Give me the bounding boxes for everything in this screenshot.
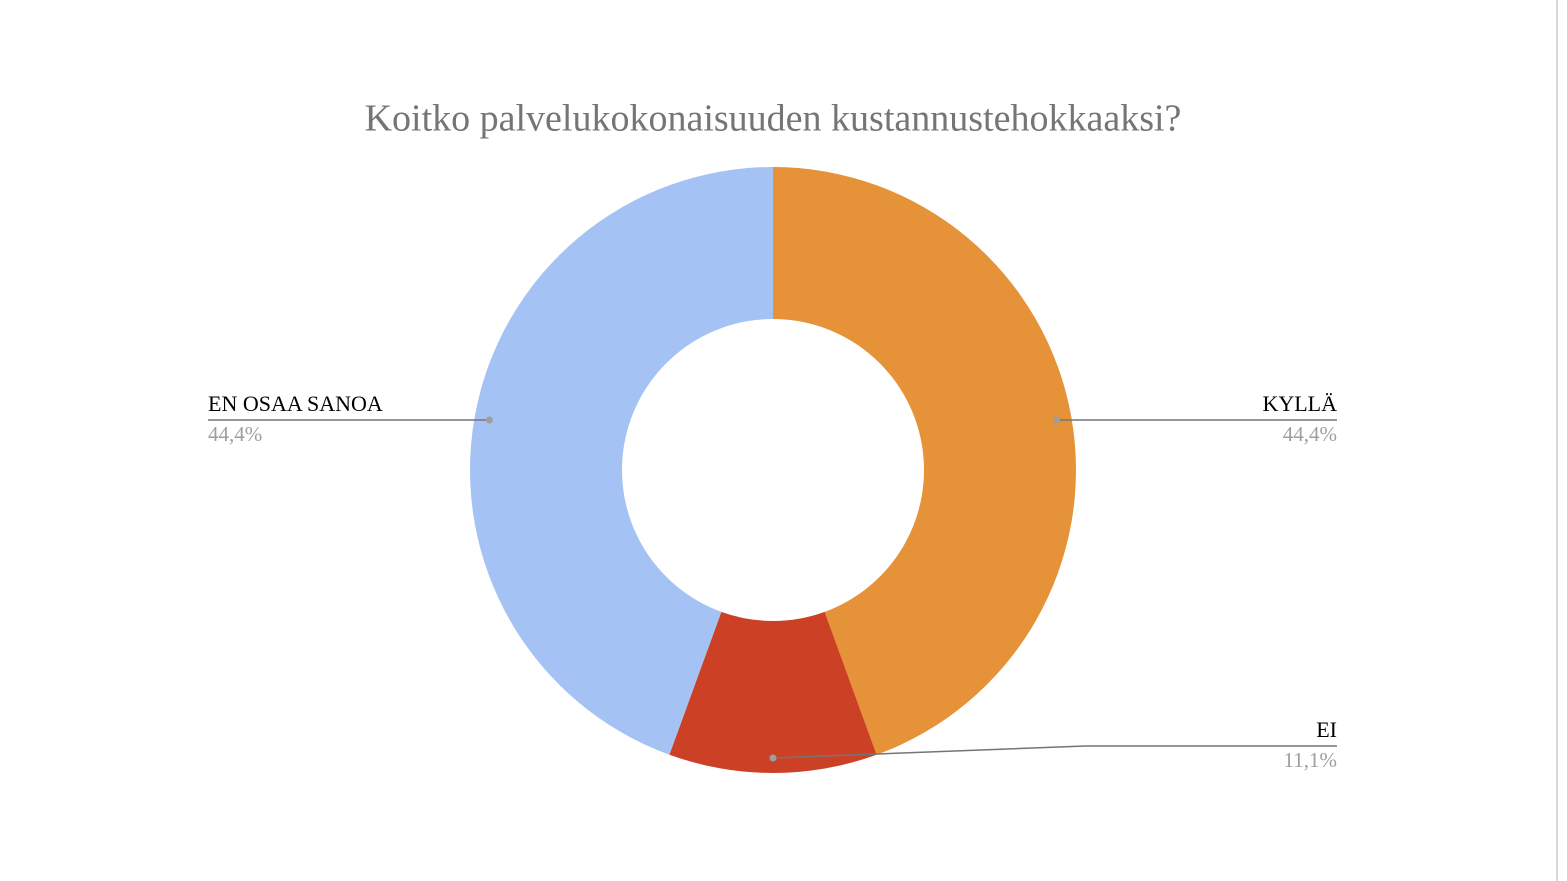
- slice-label: EN OSAA SANOA: [208, 391, 383, 416]
- slice-value-label: 11,1%: [1284, 748, 1337, 772]
- slice: [773, 167, 1077, 755]
- slice: [669, 611, 877, 773]
- slice-value-label: 44,4%: [208, 422, 262, 446]
- chart-title: Koitko palvelukokonaisuuden kustannusteh…: [365, 98, 1182, 140]
- leader-line: [772, 745, 1337, 759]
- slice-value-label: 44,4%: [1283, 422, 1337, 446]
- leader-dot: [1053, 416, 1061, 424]
- leader-dot: [769, 754, 777, 762]
- slice-label: KYLLÄ: [1262, 391, 1337, 416]
- slice: [469, 167, 773, 755]
- slice-label: EI: [1316, 717, 1337, 742]
- leader-dot: [485, 416, 493, 424]
